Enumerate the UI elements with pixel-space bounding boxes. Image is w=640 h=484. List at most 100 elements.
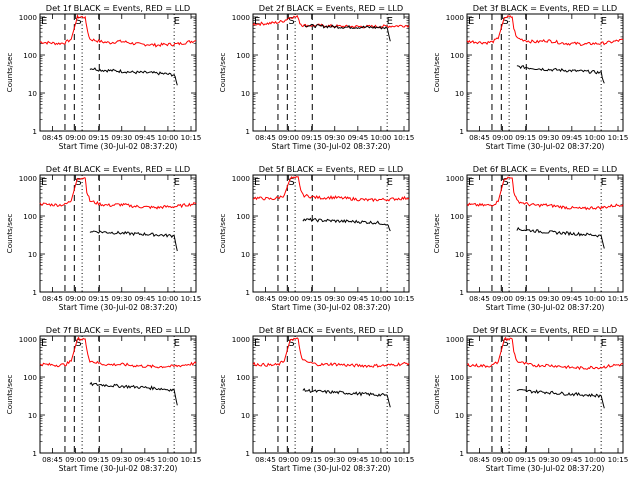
y-tick-label: 100 bbox=[450, 51, 464, 60]
x-tick-label: 10:00 bbox=[371, 455, 392, 464]
events-series-line bbox=[302, 217, 391, 232]
x-tick-label: 10:00 bbox=[158, 455, 179, 464]
x-tick-label: 08:45 bbox=[469, 455, 490, 464]
lld-series-line bbox=[466, 336, 624, 371]
plot-frame bbox=[466, 174, 624, 293]
y-axis-label: Counts/sec bbox=[432, 53, 441, 93]
lld-series-line bbox=[252, 337, 410, 369]
x-tick-label: 09:30 bbox=[324, 294, 345, 303]
y-tick-label: 1 bbox=[245, 449, 250, 458]
plot-title: Det 1f BLACK = Events, RED = LLD bbox=[46, 3, 190, 13]
event-marker-s: S bbox=[502, 177, 508, 188]
plot-title: Det 3f BLACK = Events, RED = LLD bbox=[473, 3, 617, 13]
x-tick-label: 09:45 bbox=[347, 455, 368, 464]
events-series-line bbox=[89, 381, 178, 406]
y-axis-label: Counts/sec bbox=[432, 375, 441, 415]
y-tick-label: 1000 bbox=[232, 13, 251, 22]
plot-frame bbox=[252, 335, 410, 454]
plot-title: Det 6f BLACK = Events, RED = LLD bbox=[473, 164, 617, 174]
y-axis-label: Counts/sec bbox=[218, 375, 227, 415]
plot-panel-3: Det 3f BLACK = Events, RED = LLD 1 10 100 10… bbox=[432, 3, 628, 151]
event-marker-s: S bbox=[288, 16, 294, 27]
y-tick-label: 10 bbox=[455, 89, 465, 98]
y-tick-label: 100 bbox=[23, 212, 37, 221]
plot-panel-1: Det 1f BLACK = Events, RED = LLD 1 10 100 10… bbox=[5, 3, 201, 151]
event-marker-s: S bbox=[502, 338, 508, 349]
x-tick-label: 10:15 bbox=[394, 455, 415, 464]
y-tick-label: 1 bbox=[32, 127, 37, 136]
event-marker-s: S bbox=[75, 16, 81, 27]
y-tick-label: 10 bbox=[28, 89, 38, 98]
lld-series-line bbox=[252, 176, 410, 203]
x-tick-label: 08:45 bbox=[469, 294, 490, 303]
x-tick-label: 09:45 bbox=[134, 294, 155, 303]
x-tick-label: 09:45 bbox=[347, 133, 368, 142]
x-tick-label: 09:45 bbox=[561, 294, 582, 303]
x-tick-label: 09:15 bbox=[515, 455, 536, 464]
y-tick-label: 100 bbox=[23, 51, 37, 60]
plot-title: Det 4f BLACK = Events, RED = LLD bbox=[46, 164, 190, 174]
x-tick-label: 09:45 bbox=[347, 294, 368, 303]
y-tick-label: 100 bbox=[23, 373, 37, 382]
y-axis-label: Counts/sec bbox=[218, 53, 227, 93]
x-tick-label: 08:45 bbox=[469, 133, 490, 142]
event-marker-e: E bbox=[387, 177, 393, 188]
x-tick-label: 10:00 bbox=[371, 133, 392, 142]
x-axis-label: Start Time (30-Jul-02 08:37:20) bbox=[59, 303, 178, 312]
y-tick-label: 1 bbox=[459, 288, 464, 297]
x-axis-label: Start Time (30-Jul-02 08:37:20) bbox=[59, 142, 178, 151]
event-marker-s: S bbox=[288, 177, 294, 188]
x-tick-label: 09:45 bbox=[134, 455, 155, 464]
y-tick-label: 1000 bbox=[446, 174, 465, 183]
x-tick-label: 08:45 bbox=[42, 294, 63, 303]
plot-frame bbox=[466, 335, 624, 454]
x-tick-label: 10:00 bbox=[585, 294, 606, 303]
y-tick-label: 10 bbox=[28, 411, 38, 420]
x-tick-label: 09:00 bbox=[65, 294, 86, 303]
x-axis-label: Start Time (30-Jul-02 08:37:20) bbox=[486, 142, 605, 151]
x-tick-label: 10:15 bbox=[608, 455, 629, 464]
events-series-line bbox=[516, 226, 605, 249]
x-tick-label: 09:30 bbox=[324, 133, 345, 142]
event-marker-s: S bbox=[502, 16, 508, 27]
y-tick-label: 1000 bbox=[19, 335, 38, 344]
x-tick-label: 10:15 bbox=[181, 455, 202, 464]
y-tick-label: 1000 bbox=[232, 174, 251, 183]
x-tick-label: 09:00 bbox=[492, 294, 513, 303]
plot-title: Det 9f BLACK = Events, RED = LLD bbox=[473, 325, 617, 335]
y-tick-label: 10 bbox=[241, 89, 251, 98]
event-marker-e: E bbox=[387, 338, 393, 349]
y-tick-label: 1 bbox=[245, 288, 250, 297]
x-tick-label: 09:30 bbox=[111, 133, 132, 142]
event-marker-e: E bbox=[601, 177, 607, 188]
y-tick-label: 1 bbox=[459, 449, 464, 458]
x-tick-label: 09:15 bbox=[515, 294, 536, 303]
y-axis-label: Counts/sec bbox=[5, 375, 14, 415]
x-tick-label: 09:00 bbox=[278, 294, 299, 303]
plot-title: Det 5f BLACK = Events, RED = LLD bbox=[259, 164, 403, 174]
event-marker-e: E bbox=[41, 16, 47, 27]
x-tick-label: 08:45 bbox=[42, 133, 63, 142]
y-tick-label: 1000 bbox=[446, 13, 465, 22]
x-tick-label: 10:15 bbox=[181, 133, 202, 142]
x-axis-label: Start Time (30-Jul-02 08:37:20) bbox=[486, 464, 605, 473]
y-tick-label: 10 bbox=[455, 250, 465, 259]
x-tick-label: 09:00 bbox=[492, 455, 513, 464]
plot-frame bbox=[466, 13, 624, 132]
x-tick-label: 09:00 bbox=[65, 133, 86, 142]
event-marker-e: E bbox=[468, 177, 474, 188]
event-marker-e: E bbox=[41, 177, 47, 188]
plot-title: Det 8f BLACK = Events, RED = LLD bbox=[259, 325, 403, 335]
event-marker-e: E bbox=[601, 338, 607, 349]
lld-series-line bbox=[466, 176, 624, 211]
x-tick-label: 09:15 bbox=[88, 133, 109, 142]
x-tick-label: 10:15 bbox=[608, 133, 629, 142]
event-marker-s: S bbox=[75, 338, 81, 349]
plot-frame bbox=[252, 13, 410, 132]
x-tick-label: 09:30 bbox=[538, 455, 559, 464]
event-marker-e: E bbox=[174, 16, 180, 27]
y-axis-label: Counts/sec bbox=[5, 53, 14, 93]
y-tick-label: 1000 bbox=[446, 335, 465, 344]
event-marker-s: S bbox=[288, 338, 294, 349]
event-marker-e: E bbox=[468, 16, 474, 27]
